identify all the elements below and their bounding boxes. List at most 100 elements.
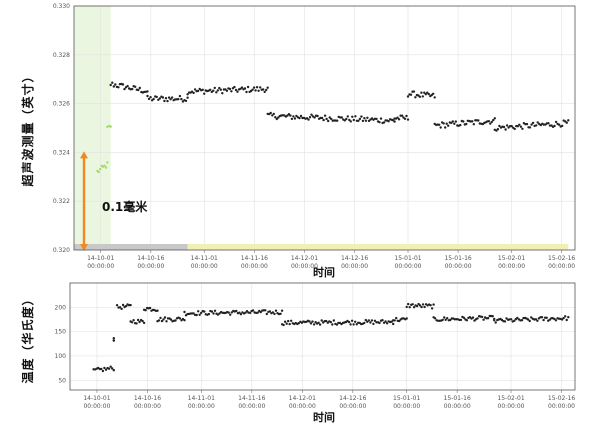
x-axis-label: 时间: [313, 410, 335, 424]
data-point: [423, 305, 426, 309]
data-point: [287, 113, 291, 116]
data-point: [118, 306, 122, 309]
data-point: [472, 123, 475, 126]
data-point: [449, 318, 452, 322]
data-point: [265, 312, 268, 316]
data-point: [349, 120, 352, 123]
data-point: [174, 319, 177, 322]
data-point: [491, 315, 494, 318]
data-point: [288, 322, 291, 326]
data-point: [505, 124, 509, 127]
data-point: [567, 316, 570, 319]
data-point: [340, 116, 343, 119]
data-point: [462, 120, 465, 123]
data-point: [142, 321, 146, 325]
data-point: [275, 117, 278, 121]
data-point: [450, 121, 453, 125]
data-point: [97, 170, 101, 174]
data-point: [251, 88, 254, 91]
data-point: [236, 90, 239, 93]
data-point: [465, 319, 469, 322]
data-point: [451, 120, 454, 123]
data-point: [540, 316, 544, 319]
data-point: [430, 307, 434, 310]
data-point: [557, 123, 561, 126]
data-point: [446, 317, 449, 320]
ultrasonic-chart: 0.1毫米 0.330 0.328 0.326 0.324 0.322 0.320 14-…: [20, 3, 575, 279]
data-point: [162, 318, 165, 321]
x-tick-label: 14-12-01 00:00:00: [289, 395, 316, 410]
data-point: [516, 316, 519, 320]
x-tick-label: 14-12-16 00:00:00: [341, 255, 368, 270]
data-point: [505, 317, 508, 320]
x-tick-label: 15-02-16 00:00:00: [548, 395, 575, 410]
data-point: [366, 320, 369, 323]
x-tick-label: 15-01-16 00:00:00: [444, 255, 471, 270]
data-point: [298, 116, 301, 120]
data-point: [239, 313, 243, 316]
data-point: [169, 318, 173, 321]
data-point: [354, 320, 357, 323]
data-point: [423, 91, 426, 94]
data-point: [135, 322, 138, 325]
data-point: [387, 120, 390, 123]
data-point: [382, 121, 386, 124]
data-point: [415, 304, 419, 308]
data-point: [215, 91, 218, 94]
data-point: [163, 316, 167, 319]
data-point: [327, 119, 330, 123]
data-point: [367, 319, 370, 322]
data-point: [163, 99, 166, 103]
data-point: [186, 96, 189, 99]
data-point: [192, 312, 195, 315]
plot-area: [74, 6, 575, 250]
data-point: [257, 89, 260, 93]
data-point: [203, 92, 206, 95]
data-point: [492, 118, 495, 122]
data-point: [157, 319, 161, 322]
data-point: [320, 319, 323, 322]
data-point: [347, 320, 351, 324]
annotation-label: 0.1毫米: [102, 199, 148, 214]
data-point: [530, 316, 533, 319]
data-point: [134, 85, 137, 89]
data-point: [320, 116, 324, 120]
data-point: [330, 117, 333, 121]
data-point: [112, 339, 116, 342]
data-point: [218, 86, 221, 90]
data-point: [443, 316, 446, 319]
data-point: [210, 310, 214, 313]
data-point: [197, 310, 200, 313]
data-points-layer: [92, 302, 570, 373]
data-point: [441, 318, 444, 322]
x-tick-label: 14-12-16 00:00:00: [339, 395, 366, 410]
data-point: [132, 319, 135, 322]
data-point: [528, 126, 532, 129]
data-point: [141, 319, 144, 323]
data-point: [414, 96, 417, 99]
data-point: [146, 90, 149, 93]
data-point: [352, 323, 355, 326]
plot-border: [73, 5, 576, 251]
data-point: [318, 323, 322, 326]
data-point: [286, 114, 289, 117]
y-tick-label: 50: [58, 377, 66, 384]
data-point: [274, 309, 278, 312]
data-point: [503, 320, 507, 323]
data-point: [459, 318, 463, 322]
data-point: [534, 318, 538, 321]
data-point: [111, 367, 114, 370]
y-tick-label: 0.324: [53, 149, 70, 156]
data-point: [147, 97, 151, 101]
data-point: [106, 161, 109, 164]
data-point: [459, 123, 462, 127]
data-point: [378, 321, 381, 325]
data-point: [405, 305, 408, 309]
data-point: [131, 87, 134, 91]
data-point: [348, 118, 351, 122]
x-tick-label: 14-10-01 00:00:00: [83, 395, 110, 410]
data-point: [170, 96, 174, 99]
data-point: [447, 124, 450, 127]
data-point: [103, 164, 106, 167]
data-point: [138, 86, 141, 90]
